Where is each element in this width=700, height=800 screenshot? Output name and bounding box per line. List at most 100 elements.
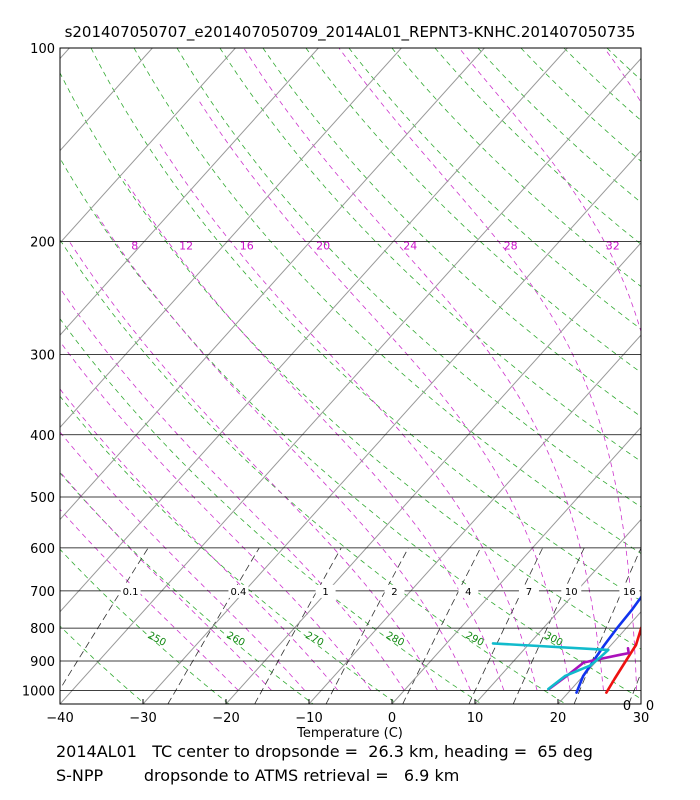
corner-label: 0 xyxy=(646,699,654,714)
moist-adiabat-line xyxy=(60,287,405,691)
mixing-ratio-label: 0.4 xyxy=(230,587,246,598)
isotherm-line xyxy=(60,48,485,521)
x-tick-label: −20 xyxy=(212,711,239,726)
moist-adiabat-label: 32 xyxy=(606,240,620,253)
isotherm-line xyxy=(60,48,402,429)
mixing-ratio-line xyxy=(628,671,641,704)
mixing-ratio-label-bg xyxy=(518,584,539,598)
y-tick-label: 100 xyxy=(30,42,55,57)
grid-lines xyxy=(60,48,700,704)
x-tick-label: −10 xyxy=(295,711,322,726)
profile-series-line xyxy=(605,625,641,694)
moist-adiabat-line xyxy=(197,98,571,691)
x-axis-label: Temperature (C) xyxy=(296,726,403,741)
moist-adiabat-label: 20 xyxy=(316,240,330,253)
moist-adiabat-line xyxy=(60,388,339,691)
isotherm-line xyxy=(60,57,641,704)
dry-adiabat-line xyxy=(90,48,641,602)
mixing-ratio-line xyxy=(402,547,481,704)
moist-adiabat-line xyxy=(94,211,472,691)
mixing-ratio-label-bg xyxy=(561,584,582,598)
mixing-ratio-line xyxy=(167,547,260,704)
dry-adiabat-line xyxy=(434,48,641,245)
profile-lines xyxy=(491,595,641,694)
dry-adiabat-line xyxy=(60,625,146,704)
chart-title: s201407050707_e201407050709_2014AL01_REP… xyxy=(65,23,636,42)
mixing-ratio-label: 0.1 xyxy=(123,587,139,598)
mixing-ratio-line xyxy=(512,547,585,704)
mixing-ratio-label-bg xyxy=(315,584,336,598)
isotherm-line xyxy=(60,48,319,336)
mixing-ratio-line xyxy=(254,547,342,704)
x-tick-label: 20 xyxy=(550,711,567,726)
isotherm-line xyxy=(391,426,641,704)
moist-adiabat-line xyxy=(458,48,641,333)
isotherm-line xyxy=(60,48,568,613)
mixing-ratio-label-bg xyxy=(120,584,141,598)
mixing-ratio-label: 1 xyxy=(322,587,328,598)
isotherm-line xyxy=(308,334,641,704)
isotherm-line xyxy=(640,703,641,704)
dry-adiabat-line xyxy=(305,48,641,374)
dry-adiabat-line xyxy=(60,239,566,704)
moist-adiabat-line xyxy=(243,48,604,691)
isotherm-line xyxy=(60,48,153,152)
mixing-ratio-label: 4 xyxy=(465,587,471,598)
y-tick-label: 400 xyxy=(30,429,55,444)
x-tick-label: 0 xyxy=(388,711,396,726)
dry-adiabat-line xyxy=(60,548,230,704)
x-tick-label: 30 xyxy=(633,711,650,726)
y-tick-label: 600 xyxy=(30,542,55,557)
isotherm-line xyxy=(474,518,641,704)
dry-adiabat-line xyxy=(606,48,641,81)
moist-adiabat-line xyxy=(68,241,438,691)
dry-adiabat-line xyxy=(60,472,314,704)
profile-series-line xyxy=(575,595,641,694)
moist-adiabat-line xyxy=(60,431,305,691)
y-tick-label: 700 xyxy=(30,585,55,600)
mixing-ratio-label-bg xyxy=(619,584,640,598)
caption-line-2: S-NPP dropsonde to ATMS retrieval = 6.9 … xyxy=(56,766,460,785)
dry-adiabat-line xyxy=(520,48,641,162)
dry-adiabat-line xyxy=(60,72,641,650)
y-tick-label: 800 xyxy=(30,622,55,637)
dry-adiabat-label: 270 xyxy=(303,630,325,649)
dry-adiabat-line xyxy=(60,157,641,700)
dry-adiabat-line xyxy=(133,48,641,554)
isotherm-line xyxy=(60,48,70,60)
dry-adiabat-line xyxy=(262,48,641,418)
mixing-ratio-line xyxy=(468,547,544,704)
moist-adiabat-label: 28 xyxy=(504,240,518,253)
moist-adiabat-label: 12 xyxy=(179,240,193,253)
moist-adiabat-line xyxy=(60,341,372,691)
mixing-ratio-label: 7 xyxy=(526,587,532,598)
isotherm-line xyxy=(142,149,641,704)
dry-adiabat-line xyxy=(477,48,641,203)
dry-adiabat-line xyxy=(60,702,61,704)
dry-adiabat-line xyxy=(219,48,641,462)
mixing-ratio-line xyxy=(669,548,700,704)
y-tick-label: 900 xyxy=(30,655,55,670)
moist-adiabat-line xyxy=(60,508,239,691)
dry-adiabat-line xyxy=(60,395,398,704)
mixing-ratio-line xyxy=(60,547,149,690)
dry-adiabat-label: 250 xyxy=(146,630,168,649)
corner-label: 0 xyxy=(623,699,631,714)
moist-adiabat-label: 16 xyxy=(240,240,254,253)
isotherm-line xyxy=(60,48,236,244)
profile-series-line xyxy=(491,642,610,691)
isotherm-line xyxy=(557,611,641,704)
moist-adiabat-line xyxy=(603,48,641,104)
x-tick-label: 10 xyxy=(467,711,484,726)
mixing-ratio-label: 10 xyxy=(565,587,578,598)
mixing-ratio-label: 16 xyxy=(623,587,636,598)
moist-adiabat-line xyxy=(338,48,638,691)
mixing-ratio-line xyxy=(325,547,409,704)
dry-adiabat-label: 290 xyxy=(463,630,485,649)
y-tick-label: 300 xyxy=(30,348,55,363)
caption-line-1: 2014AL01 TC center to dropsonde = 26.3 k… xyxy=(56,742,593,761)
dry-adiabat-label: 260 xyxy=(224,630,246,649)
mixing-ratio-label: 2 xyxy=(391,587,397,598)
